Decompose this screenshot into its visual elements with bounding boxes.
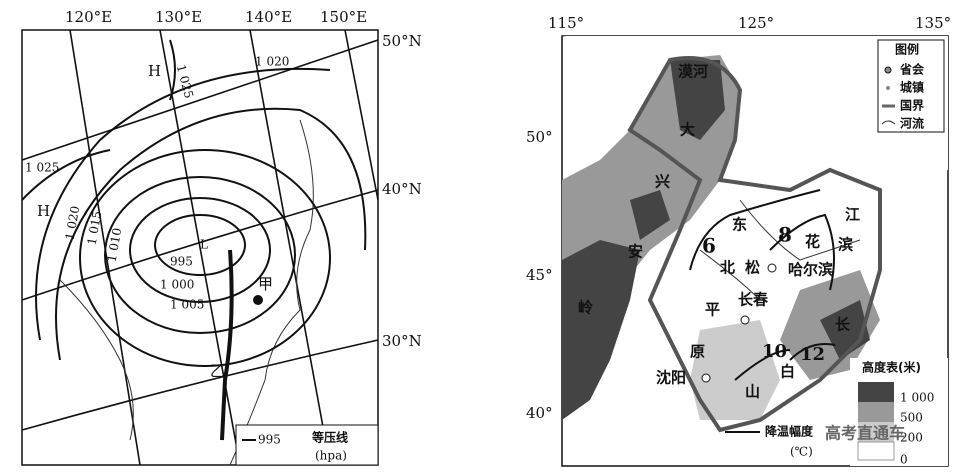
terrain (562, 55, 880, 420)
legend-name: 等压线 (311, 430, 348, 445)
region-char: 大 (680, 121, 695, 139)
city-marker (701, 373, 711, 383)
legend-icon (886, 86, 890, 90)
height-swatch (858, 422, 894, 442)
lon-label: 150°E (320, 8, 367, 26)
lon-label: 115° (548, 14, 584, 32)
legend-unit: (hpa) (315, 449, 347, 463)
isotherm-label: 6 (702, 234, 716, 258)
isobar-label: 1 000 (160, 278, 194, 292)
point-marker (253, 295, 263, 305)
isobar-label: 995 (170, 255, 193, 269)
point-label: 甲 (258, 275, 273, 293)
isobar-label: 1 005 (170, 298, 204, 312)
point-label: 乙 (210, 362, 225, 380)
place: 漠河 (678, 63, 708, 81)
height-swatch (858, 382, 894, 402)
height-level: 200 (900, 431, 923, 445)
region-char: 兴 (655, 173, 670, 191)
height-level: 500 (900, 411, 923, 425)
isotherm-label: 12 (800, 344, 825, 365)
legend-item: 省会 (899, 62, 925, 77)
region-char: 花 (805, 233, 820, 251)
border (627, 56, 882, 433)
lat-label: 45° (526, 266, 553, 284)
rivers (699, 199, 861, 301)
graticule (21, 29, 379, 466)
city-marker (740, 315, 750, 325)
height-swatch (857, 441, 895, 461)
coastline (59, 119, 314, 466)
region-char: 松 (745, 259, 760, 277)
city-marker (767, 263, 777, 273)
lon-label: 120°E (65, 8, 112, 26)
lon-label: 140°E (245, 8, 292, 26)
region-char: 山 (745, 383, 760, 401)
legend-box (877, 39, 945, 133)
region-char: 安 (628, 243, 643, 261)
legend-title: 图例 (895, 42, 919, 57)
isotherms (689, 189, 836, 381)
lon-label: 130°E (155, 8, 202, 26)
height-level: 0 (900, 453, 908, 467)
place: 沈阳 (656, 369, 686, 387)
place: 哈尔滨 (788, 261, 833, 279)
lat-label: 40° (526, 404, 553, 422)
isotherm-label: 8 (778, 223, 792, 247)
isobar-label: 1 025 (25, 161, 59, 175)
right-map: 115° 125° 135° 50° 45° 40° 图例 省会 城镇 国界 河… (526, 14, 951, 467)
region-char: 长 (835, 316, 851, 334)
isobar-label: 1 015 (85, 210, 105, 246)
front-line (220, 249, 234, 441)
legend-icon (881, 120, 896, 125)
legend-item: 城镇 (900, 80, 924, 95)
lon-label: 135° (915, 14, 951, 32)
height-scale-title: 高度表(米) (862, 360, 921, 375)
outside-area (562, 36, 948, 190)
isobar-label: 1 020 (255, 55, 289, 69)
region-char: 北 (720, 259, 735, 277)
place: 长春 (738, 291, 768, 309)
isobars (21, 39, 367, 367)
region-char: 白 (780, 363, 795, 381)
height-level: 1 000 (900, 391, 934, 405)
legend-item: 河流 (899, 116, 924, 131)
watermark: 高考直通车 (825, 424, 905, 443)
height-swatch (858, 402, 894, 422)
region-char: 滨 (838, 236, 853, 254)
region-char: 岭 (578, 299, 593, 317)
lat-label: 30°N (382, 332, 422, 350)
pressure-center: H (148, 62, 161, 80)
pressure-center: H (37, 202, 50, 220)
cooling-label: 降温幅度 (765, 424, 814, 439)
legend-item: 国界 (900, 98, 924, 113)
lat-label: 40°N (382, 180, 422, 198)
lon-label: 125° (738, 14, 774, 32)
legend-box (235, 424, 379, 466)
cooling-unit: (℃) (790, 445, 813, 459)
isobar-label: 1 010 (105, 227, 125, 263)
region-char: 原 (690, 343, 705, 361)
pressure-center: L (200, 238, 208, 252)
legend-icon (884, 66, 892, 74)
region-char: 东 (732, 216, 747, 234)
legend-line-label: 995 (258, 433, 281, 447)
region-char: 平 (705, 301, 720, 319)
isobar-label: 1 020 (63, 205, 83, 241)
isotherm-label: 10 (762, 341, 787, 362)
lat-label: 50°N (382, 32, 422, 50)
lat-label: 50° (526, 128, 553, 146)
left-map: 120°E 130°E 140°E 150°E 50°N 40°N 30°N 1… (21, 8, 422, 466)
region-char: 江 (845, 206, 860, 224)
